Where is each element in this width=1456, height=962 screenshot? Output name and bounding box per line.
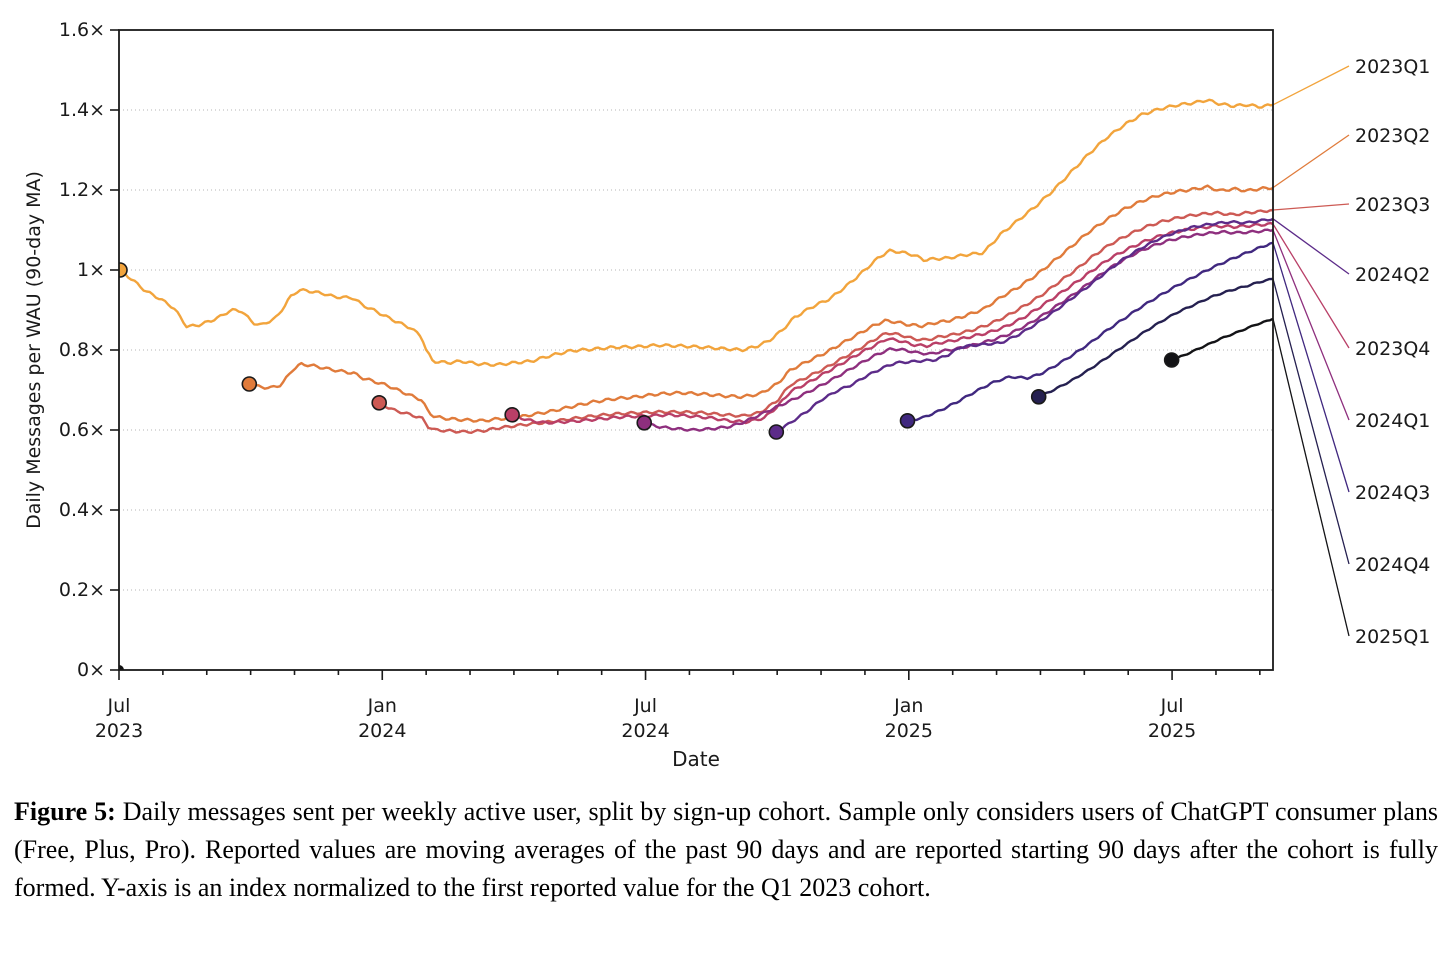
cohort-line-chart: 0× 0.2× 0.4× 0.6× 0.8× 1× 1.2× 1.4× 1.6× Jul 2023 J… (23, 19, 1430, 771)
series-start-marker-2024Q1 (636, 414, 653, 431)
y-tick-label-1.4×: 1.4× (59, 99, 105, 121)
series-line-2023Q2 (248, 184, 1273, 423)
plot-frame (118, 29, 1274, 671)
leader-line-2024Q3 (1272, 242, 1350, 493)
series-start-marker-2023Q3 (371, 394, 387, 411)
series-line-2023Q4 (512, 221, 1273, 425)
cohort-label-2025Q1: 2025Q1 (1355, 626, 1430, 648)
cohort-label-2023Q3: 2023Q3 (1355, 194, 1430, 216)
y-axis-title: Daily Messages per WAU (90-day MA) (23, 171, 45, 529)
series-line-2025Q1 (1171, 317, 1273, 362)
leader-line-2025Q1 (1272, 318, 1350, 637)
series-start-marker-2025Q1 (1163, 352, 1180, 368)
cohort-label-2024Q1: 2024Q1 (1355, 410, 1430, 432)
series-line-2024Q4 (1038, 277, 1273, 399)
y-tick-label-0.8×: 0.8× (59, 339, 105, 361)
x-tick-label-year-2024: 2024 (621, 720, 669, 742)
cohort-label-2023Q2: 2023Q2 (1355, 125, 1430, 147)
x-tick-label-year-2023: 2023 (95, 720, 143, 742)
leader-line-2023Q4 (1272, 223, 1350, 349)
series-line-2024Q2 (776, 217, 1273, 433)
series-line-2024Q3 (907, 241, 1273, 422)
x-tick-label-Jan-2024: Jan (367, 695, 397, 717)
y-tick-label-1×: 1× (77, 259, 105, 281)
leader-line-2024Q1 (1272, 229, 1350, 421)
leader-line-2023Q1 (1272, 65, 1350, 106)
series-line-2023Q1 (119, 98, 1273, 367)
y-tick-label-0×: 0× (77, 659, 105, 681)
figure-caption-label: Figure 5: (14, 797, 116, 826)
x-tick-label-Jan-2025: Jan (893, 695, 923, 717)
x-axis-title: Date (672, 747, 720, 771)
leader-line-2023Q3 (1272, 203, 1350, 211)
y-tick-label-0.4×: 0.4× (59, 499, 105, 521)
origin-marker (119, 665, 124, 670)
series-start-marker-2023Q2 (241, 376, 258, 392)
x-tick-label-Jul-2025: Jul (1160, 695, 1184, 717)
x-tick-label-year-2024: 2024 (358, 720, 406, 742)
figure-caption-text: Daily messages sent per weekly active us… (14, 797, 1438, 902)
x-tick-label-year-2025: 2025 (885, 720, 933, 742)
leader-line-2024Q4 (1272, 278, 1350, 565)
x-tick-label-year-2025: 2025 (1148, 720, 1196, 742)
cohort-label-2024Q4: 2024Q4 (1355, 554, 1430, 576)
series-start-marker-2023Q4 (504, 406, 520, 423)
series-start-marker-2023Q1 (119, 262, 128, 278)
figure-caption: Figure 5: Daily messages sent per weekly… (0, 783, 1456, 907)
y-tick-label-1.2×: 1.2× (59, 179, 105, 201)
x-tick-label-Jul-2023: Jul (107, 695, 131, 717)
cohort-label-2024Q2: 2024Q2 (1355, 264, 1430, 286)
leader-line-2023Q2 (1272, 134, 1350, 189)
cohort-label-2024Q3: 2024Q3 (1355, 482, 1430, 504)
series-start-marker-2024Q3 (899, 412, 916, 429)
y-tick-label-0.2×: 0.2× (59, 579, 105, 601)
leader-line-2024Q2 (1272, 218, 1350, 275)
y-tick-label-1.6×: 1.6× (59, 19, 105, 41)
cohort-label-2023Q1: 2023Q1 (1355, 56, 1430, 78)
series-start-marker-2024Q2 (768, 424, 785, 440)
series-line-2023Q3 (378, 208, 1273, 434)
series-start-marker-2024Q4 (1030, 388, 1047, 405)
x-tick-label-Jul-2024: Jul (633, 695, 657, 717)
y-tick-label-0.6×: 0.6× (59, 419, 105, 441)
cohort-label-2023Q4: 2023Q4 (1355, 338, 1430, 360)
